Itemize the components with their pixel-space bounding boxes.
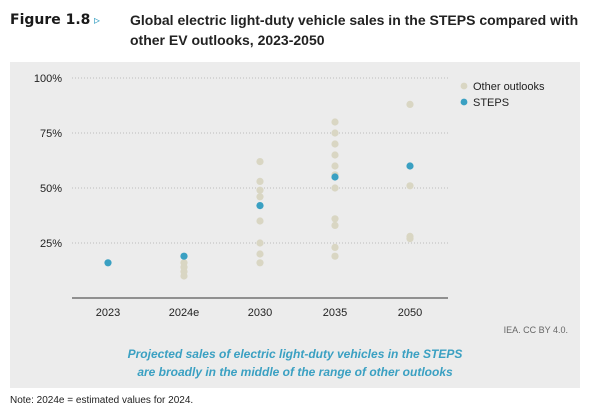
figure-label: Figure 1.8: [10, 12, 91, 28]
other-outlook-point: [331, 118, 339, 126]
other-outlook-point: [256, 259, 264, 267]
other-outlook-point: [256, 158, 264, 166]
other-outlook-point: [331, 140, 339, 148]
steps-point: [406, 162, 414, 170]
footnote: Note: 2024e = estimated values for 2024.: [10, 395, 194, 406]
chart-panel: 25% 50% 75% 100% 2023 2024e 2030 2035 2050 Other …: [10, 62, 580, 388]
legend-marker: [460, 82, 468, 90]
figure-arrow-icon: ▹: [94, 13, 101, 27]
other-outlook-point: [180, 272, 188, 280]
x-tick-label: 2030: [248, 307, 272, 319]
y-tick-label: 100%: [34, 73, 62, 85]
legend-label: STEPS: [473, 97, 509, 109]
steps-point: [104, 259, 112, 267]
figure-header: Figure 1.8 ▹ Global electric light-duty …: [10, 10, 580, 60]
x-tick-label: 2050: [398, 307, 422, 319]
other-outlook-point: [331, 243, 339, 251]
y-tick-label: 25%: [40, 238, 62, 250]
other-outlook-point: [331, 215, 339, 223]
steps-point: [256, 202, 264, 210]
other-outlook-point: [256, 239, 264, 247]
legend-label: Other outlooks: [473, 81, 545, 93]
other-outlook-point: [331, 221, 339, 229]
other-outlook-point: [256, 217, 264, 225]
source-credit: IEA. CC BY 4.0.: [503, 325, 568, 335]
x-tick-label: 2023: [96, 307, 120, 319]
x-tick-label: 2024e: [169, 307, 200, 319]
other-outlook-point: [256, 193, 264, 201]
other-outlook-point: [406, 100, 414, 108]
x-tick-label: 2035: [323, 307, 347, 319]
other-outlook-point: [256, 186, 264, 194]
other-outlook-point: [256, 177, 264, 185]
scatter-chart: 25% 50% 75% 100% 2023 2024e 2030 2035 2050 Other …: [34, 73, 545, 319]
other-outlook-point: [256, 250, 264, 258]
steps-point: [180, 252, 188, 260]
other-outlook-point: [331, 129, 339, 137]
chart-title: Global electric light-duty vehicle sales…: [130, 12, 579, 48]
other-outlook-point: [406, 182, 414, 190]
other-outlook-point: [331, 162, 339, 170]
y-tick-label: 50%: [40, 183, 62, 195]
caption-line-2: are broadly in the middle of the range o…: [137, 365, 453, 379]
chart-caption: Projected sales of electric light-duty v…: [10, 345, 580, 381]
other-outlook-point: [331, 252, 339, 260]
other-outlook-point: [331, 184, 339, 192]
legend-marker: [460, 98, 468, 106]
y-tick-label: 75%: [40, 128, 62, 140]
other-outlook-point: [406, 235, 414, 243]
caption-line-1: Projected sales of electric light-duty v…: [127, 347, 463, 361]
steps-point: [331, 173, 339, 181]
other-outlook-point: [331, 151, 339, 159]
